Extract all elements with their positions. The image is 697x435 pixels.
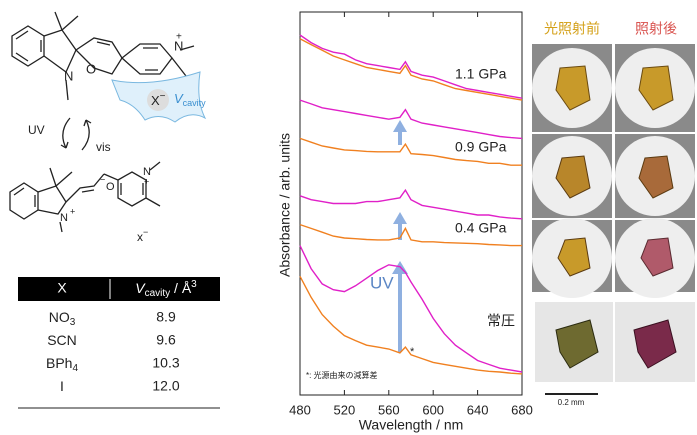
atom-charge: + <box>70 206 75 216</box>
atom-charge: − <box>100 174 105 184</box>
formula-sub: 4 <box>72 363 78 374</box>
formula: I <box>60 378 64 394</box>
anion-bottom: x− <box>137 227 148 244</box>
x-tick-label: 520 <box>334 402 356 417</box>
cavity-sub: cavity <box>183 98 207 108</box>
anion-base: X <box>151 93 160 108</box>
table-cell: I <box>60 378 64 394</box>
scale-label: 0.2 mm <box>558 398 585 407</box>
pressure-label: 常圧 <box>487 313 515 329</box>
atom-label: N <box>64 68 73 83</box>
merocyanine: N + O − N + <box>10 162 160 232</box>
arrow <box>82 120 89 150</box>
uv-label: UV <box>370 273 394 292</box>
x-tick-label: 680 <box>511 402 533 417</box>
table-cell: NO3 <box>49 309 76 328</box>
y-axis-title: Absorbance / arb. units <box>277 133 293 277</box>
x-tick-label: 480 <box>289 402 311 417</box>
vis-label: vis <box>96 140 111 154</box>
footnote: *: 光源由来の減算差 <box>306 370 378 380</box>
header-sub: cavity <box>145 288 171 299</box>
formula: NO <box>49 309 70 325</box>
x-tick-label: 640 <box>467 402 489 417</box>
atom-label: O <box>86 61 96 76</box>
spectrum-line <box>300 100 522 138</box>
anion-sup: − <box>143 227 148 237</box>
photo-header: 照射後 <box>635 21 677 37</box>
photo-header: 光照射前 <box>544 21 600 37</box>
pressure-label: 0.4 GPa <box>455 220 507 236</box>
header-rest: / Å <box>170 280 192 296</box>
table-cell: 9.6 <box>156 332 176 348</box>
atom-charge: + <box>144 176 149 186</box>
uv-arrow-head <box>393 120 407 132</box>
atom-label: N <box>60 212 68 224</box>
figure: N O N + X− Vcavity UV vis N + O − N + x−… <box>0 0 697 435</box>
spectrum-line <box>300 190 522 219</box>
uv-label: UV <box>28 123 45 137</box>
x-axis-title: Wavelength / nm <box>359 417 464 433</box>
pressure-label: 0.9 GPa <box>455 139 507 155</box>
formula: SCN <box>47 332 77 348</box>
table-cell: 8.9 <box>156 309 176 325</box>
chart: Wavelength / nm Absorbance / arb. units … <box>277 12 533 433</box>
table-cell: BPh4 <box>46 355 78 374</box>
table-cell: 12.0 <box>152 378 179 394</box>
formula-sub: 3 <box>70 317 76 328</box>
header-sup: 3 <box>191 279 197 290</box>
uv-arrow-head <box>393 212 407 224</box>
table-body: NO3 8.9 SCN 9.6 BPh4 10.3 I 12.0 <box>46 309 180 394</box>
arrow <box>63 118 70 148</box>
photo-grid <box>532 44 695 394</box>
atom-label: O <box>106 181 115 193</box>
table-cell: SCN <box>47 332 77 348</box>
x-tick-label: 600 <box>422 402 444 417</box>
pressure-label: 1.1 GPa <box>455 66 507 82</box>
anion-sup: − <box>160 91 166 102</box>
table-cell: 10.3 <box>152 355 179 371</box>
formula: BPh <box>46 355 72 371</box>
x-tick-label: 560 <box>378 402 400 417</box>
atom-charge: + <box>176 32 182 43</box>
table-header: X <box>57 280 67 296</box>
